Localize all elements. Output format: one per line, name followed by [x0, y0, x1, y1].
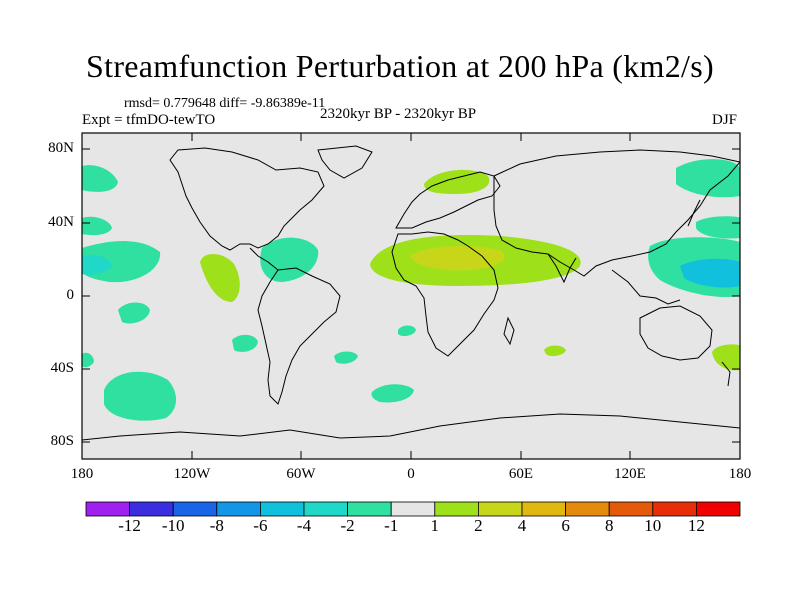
coast-india	[547, 253, 577, 284]
stats-label: rmsd= 0.779648 diff= -9.86389e-11	[124, 96, 326, 111]
season-label: DJF	[712, 112, 738, 128]
legend-label: 6	[561, 516, 570, 535]
x-tick-label: 120E	[614, 466, 646, 482]
legend-label: -12	[118, 516, 141, 535]
y-tick-label: 80N	[48, 140, 74, 156]
legend-label: -1	[384, 516, 399, 535]
legend-swatch	[477, 501, 523, 517]
legend-label: -8	[209, 516, 224, 535]
region-caribbean	[260, 237, 319, 282]
map-title: Streamfunction Perturbation at 200 hPa (…	[86, 48, 714, 84]
legend-swatch	[347, 501, 392, 517]
experiment-label: Expt = tfmDO-tewTO	[82, 112, 216, 128]
x-tick-label: 60E	[508, 466, 534, 482]
region-south-pacific-small	[118, 302, 150, 324]
coast-antarctica	[82, 413, 740, 441]
region-pacific-west-core	[82, 254, 112, 275]
coast-central-america	[249, 247, 279, 271]
coast-maritime-se-asia	[611, 269, 681, 305]
legend-label: -10	[161, 516, 185, 535]
coast-europe	[395, 171, 501, 229]
region-south-africa-west	[398, 325, 416, 337]
region-southern-atlantic-deep	[371, 384, 414, 403]
region-west-pacific-core	[680, 258, 740, 288]
coast-africa	[391, 231, 499, 357]
legend-swatch	[390, 501, 436, 517]
legend-label: 2	[474, 516, 483, 535]
legend-swatch	[565, 501, 610, 517]
legend-label: 10	[644, 516, 662, 535]
region-east-pacific-positive	[200, 253, 240, 302]
x-tick-label: 180	[728, 466, 752, 482]
x-tick-label: 60W	[286, 466, 316, 482]
legend-bar	[85, 501, 741, 517]
region-scandinavia	[424, 169, 490, 194]
legend-swatch	[85, 501, 130, 517]
legend-label: 1	[430, 516, 440, 535]
y-tick-label: 80S	[50, 433, 74, 449]
legend-swatch	[303, 501, 348, 517]
x-tick-label: 120W	[173, 466, 211, 482]
region-southwest-edge	[82, 352, 94, 368]
coast-north-america	[169, 147, 325, 251]
region-south-atlantic	[334, 351, 358, 364]
legend-label: -4	[296, 516, 312, 535]
region-north-pacific-west	[82, 165, 118, 192]
coast-greenland	[317, 145, 373, 179]
legend-swatch	[259, 501, 305, 517]
legend-label: 4	[517, 516, 527, 535]
coast-madagascar	[503, 316, 515, 346]
region-sahara-core	[410, 246, 505, 271]
y-tick-label: 40S	[50, 360, 74, 376]
legend-swatch	[521, 501, 566, 517]
legend-swatch	[608, 501, 654, 517]
region-chile	[232, 334, 258, 352]
period-label: 2320kyr BP - 2320kyr BP	[320, 106, 477, 122]
coastlines	[82, 145, 740, 441]
region-central-pacific-west	[82, 216, 112, 236]
coast-japan	[687, 199, 701, 227]
map-field	[82, 133, 740, 459]
y-tick-label: 0	[66, 287, 75, 303]
legend-swatch	[216, 501, 261, 517]
legend-label: -2	[340, 516, 355, 535]
legend-swatch	[129, 501, 174, 517]
region-south-pacific-large	[104, 371, 177, 421]
x-tick-label: 180	[70, 466, 94, 482]
x-tick-label: 0	[407, 466, 415, 482]
legend-label: -6	[253, 516, 268, 535]
coast-south-america	[257, 267, 341, 405]
legend-swatch	[172, 501, 218, 517]
legend-swatch	[434, 501, 479, 517]
region-madagascar	[544, 345, 566, 357]
coast-new-zealand	[721, 361, 731, 387]
legend-label: 8	[604, 516, 614, 535]
ocean-background	[82, 133, 740, 459]
legend-swatch	[652, 501, 697, 517]
coast-asia	[493, 149, 740, 277]
axis-ticks	[81, 133, 741, 459]
region-south-pacific-east	[712, 344, 740, 371]
y-tick-label: 40N	[48, 214, 74, 230]
region-east-pacific-mid	[696, 216, 740, 239]
region-north-pacific-east	[676, 159, 740, 198]
coast-australia	[639, 305, 713, 361]
legend-swatch	[696, 501, 741, 517]
legend-label: 12	[687, 516, 705, 535]
